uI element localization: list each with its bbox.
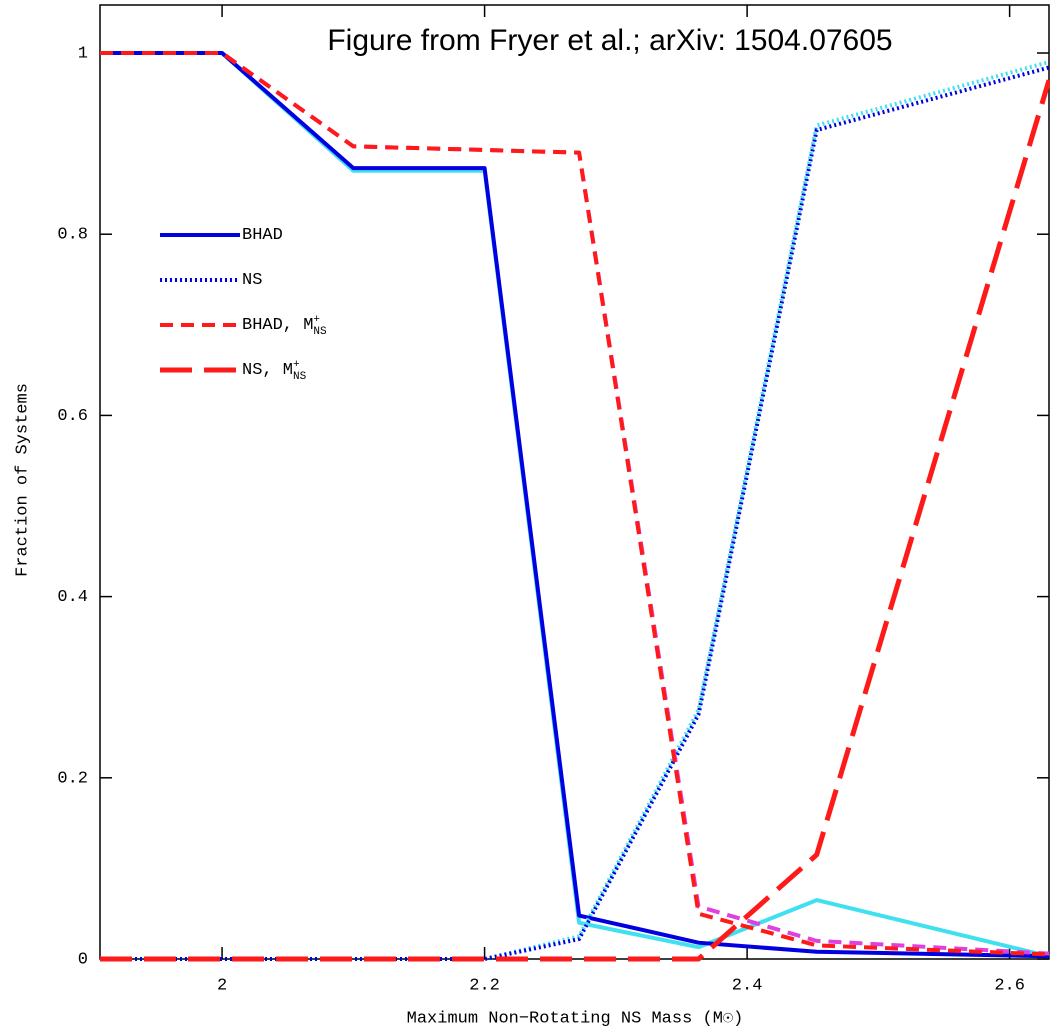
x-axis-label: Maximum Non−Rotating NS Mass (M☉) bbox=[407, 1009, 744, 1028]
series-line bbox=[100, 51, 1050, 956]
series-line bbox=[100, 51, 1050, 959]
legend-label: BHAD bbox=[242, 226, 283, 245]
legend-name: BHAD, M bbox=[242, 316, 313, 335]
series-line bbox=[100, 60, 1050, 961]
annotation: Figure from Fryer et al.; arXiv: 1504.07… bbox=[327, 24, 892, 57]
legend-name: NS, M bbox=[242, 361, 293, 380]
plot-frame bbox=[99, 4, 1050, 960]
y-tick-label: 0.2 bbox=[57, 769, 88, 788]
legend-sub: NS bbox=[293, 371, 307, 383]
legend-label: BHAD, M+ NS bbox=[242, 314, 327, 338]
legend-name: BHAD bbox=[242, 226, 283, 245]
x-tick-label: 2 bbox=[217, 976, 227, 995]
y-tick-label: 0.8 bbox=[57, 226, 88, 245]
y-tick-label: 0.4 bbox=[57, 588, 88, 607]
series-line bbox=[100, 51, 1050, 957]
x-tick-label: 2.2 bbox=[469, 976, 500, 995]
series-line bbox=[100, 51, 1050, 959]
y-tick-label: 0.6 bbox=[57, 407, 88, 426]
y-tick-label: 0 bbox=[78, 950, 88, 969]
legend-name: NS bbox=[242, 271, 262, 290]
series-line bbox=[100, 65, 1050, 961]
y-axis-label: Fraction of Systems bbox=[13, 383, 32, 577]
y-tick-label: 1 bbox=[78, 45, 88, 64]
legend-sup: + bbox=[293, 359, 300, 371]
x-tick-label: 2.4 bbox=[732, 976, 763, 995]
legend-sup: + bbox=[313, 314, 320, 326]
series-line bbox=[100, 79, 1050, 962]
legend-label: NS bbox=[242, 271, 262, 290]
x-tick-label: 2.6 bbox=[994, 976, 1025, 995]
legend-label: NS, M+ NS bbox=[242, 359, 307, 383]
legend-sub: NS bbox=[313, 326, 327, 338]
